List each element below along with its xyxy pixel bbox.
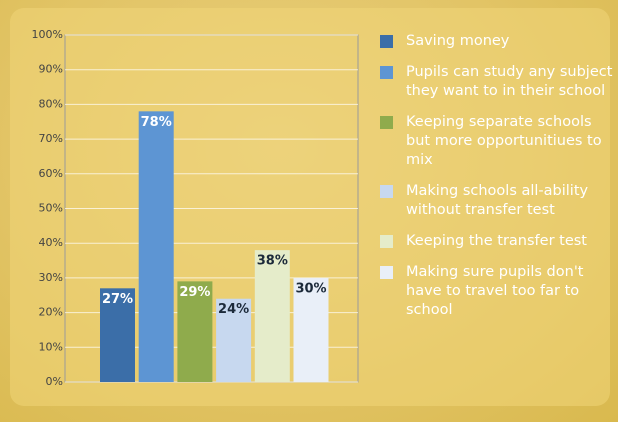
legend-item: Keeping separate schools but more opport… (380, 113, 615, 170)
legend-label: Saving money (406, 33, 510, 49)
legend-item: Saving money (380, 32, 615, 51)
y-tick-label: 40% (39, 236, 63, 249)
bar (293, 277, 329, 382)
data-label: 29% (179, 285, 210, 300)
bar (216, 298, 252, 382)
y-tick-label: 20% (39, 306, 63, 319)
y-tick-label: 80% (39, 97, 63, 110)
legend-swatch (380, 266, 393, 279)
legend-swatch (380, 185, 393, 198)
bar (100, 288, 135, 382)
legend: Saving money Pupils can study any subject… (380, 32, 615, 320)
legend-label: Keeping the transfer test (406, 233, 587, 249)
data-label: 30% (295, 281, 326, 296)
bar (177, 281, 213, 382)
legend-item: Keeping the transfer test (380, 232, 615, 251)
legend-label: Keeping separate schools but more opport… (406, 114, 602, 168)
legend-label: Making schools all-ability without trans… (406, 183, 589, 218)
data-label: 78% (141, 115, 172, 130)
data-label: 38% (257, 254, 288, 269)
legend-swatch (380, 66, 393, 79)
legend-label: Pupils can study any subject they want t… (406, 64, 613, 99)
legend-swatch (380, 35, 393, 48)
y-tick-label: 70% (39, 132, 63, 145)
legend-swatch (380, 116, 393, 129)
y-tick-label: 60% (39, 167, 63, 180)
bar (254, 250, 290, 382)
y-tick-label: 100% (32, 28, 63, 41)
legend-item: Pupils can study any subject they want t… (380, 63, 615, 101)
legend-label: Making sure pupils don't have to travel … (406, 264, 584, 318)
legend-item: Making schools all-ability without trans… (380, 182, 615, 220)
bar (138, 111, 174, 382)
y-tick-label: 10% (39, 340, 63, 353)
data-label: 27% (102, 292, 133, 307)
y-tick-label: 0% (46, 375, 63, 388)
legend-item: Making sure pupils don't have to travel … (380, 263, 615, 320)
data-label: 24% (218, 302, 249, 317)
y-tick-label: 30% (39, 271, 63, 284)
legend-swatch (380, 235, 393, 248)
y-tick-label: 90% (39, 63, 63, 76)
y-tick-label: 50% (39, 202, 63, 215)
